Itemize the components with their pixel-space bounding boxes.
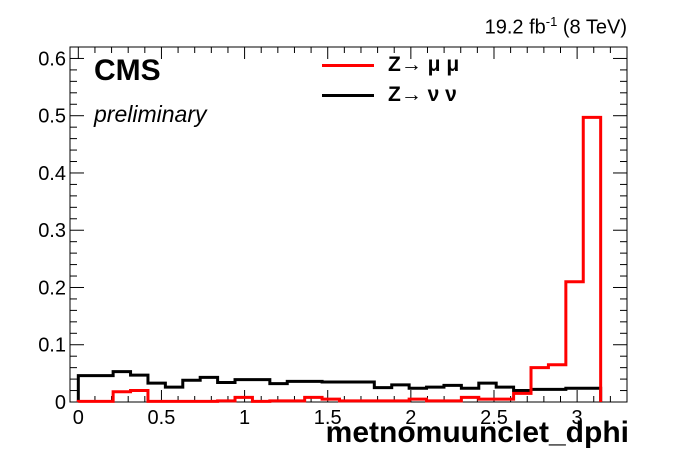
series-znunu-line — [76, 370, 603, 402]
y-tick-label: 0.2 — [38, 277, 66, 299]
x-tick-label: 2.5 — [480, 407, 508, 429]
x-tick-label: 0 — [73, 407, 84, 429]
legend-entry-znunu: Z→ ν ν — [322, 80, 459, 110]
y-tick-label: 0.3 — [38, 220, 66, 242]
x-tick-label: 1.5 — [314, 407, 342, 429]
x-axis-label: metnomuunclet_dphi — [325, 416, 629, 449]
axis-tick-labels: 0 0.5 1 1.5 2 2.5 3 0 0.1 0.2 0.3 0.4 0.5 0.6 — [38, 48, 582, 429]
x-tick-label: 2 — [405, 407, 416, 429]
luminosity-label: 19.2 fb-1 (8 TeV) — [485, 14, 627, 40]
x-tick-label: 3 — [572, 407, 583, 429]
y-tick-label: 0.1 — [38, 335, 66, 357]
preliminary-label: preliminary — [94, 101, 207, 127]
axis-ticks — [70, 46, 627, 403]
x-tick-label: 0.5 — [148, 407, 176, 429]
cms-label: CMS — [94, 54, 161, 87]
legend-entry-zmumu: Z→ μ μ — [322, 50, 459, 80]
luminosity-value: 19.2 fb — [484, 16, 546, 39]
luminosity-unit-exponent: -1 — [545, 14, 558, 29]
series-zmumu-line — [76, 115, 603, 403]
legend-swatch-znunu — [322, 93, 374, 97]
legend: Z→ μ μ Z→ ν ν — [322, 50, 459, 110]
histogram-series — [76, 115, 603, 403]
y-tick-label: 0 — [55, 392, 66, 414]
x-tick-label: 1 — [239, 407, 250, 429]
y-tick-label: 0.4 — [38, 163, 66, 185]
y-tick-label: 0.6 — [38, 48, 66, 70]
legend-label-znunu: Z→ ν ν — [388, 83, 457, 106]
energy-label: (8 TeV) — [557, 16, 627, 39]
legend-label-zmumu: Z→ μ μ — [388, 53, 460, 76]
legend-swatch-zmumu — [322, 63, 374, 67]
y-tick-label: 0.5 — [38, 106, 66, 128]
